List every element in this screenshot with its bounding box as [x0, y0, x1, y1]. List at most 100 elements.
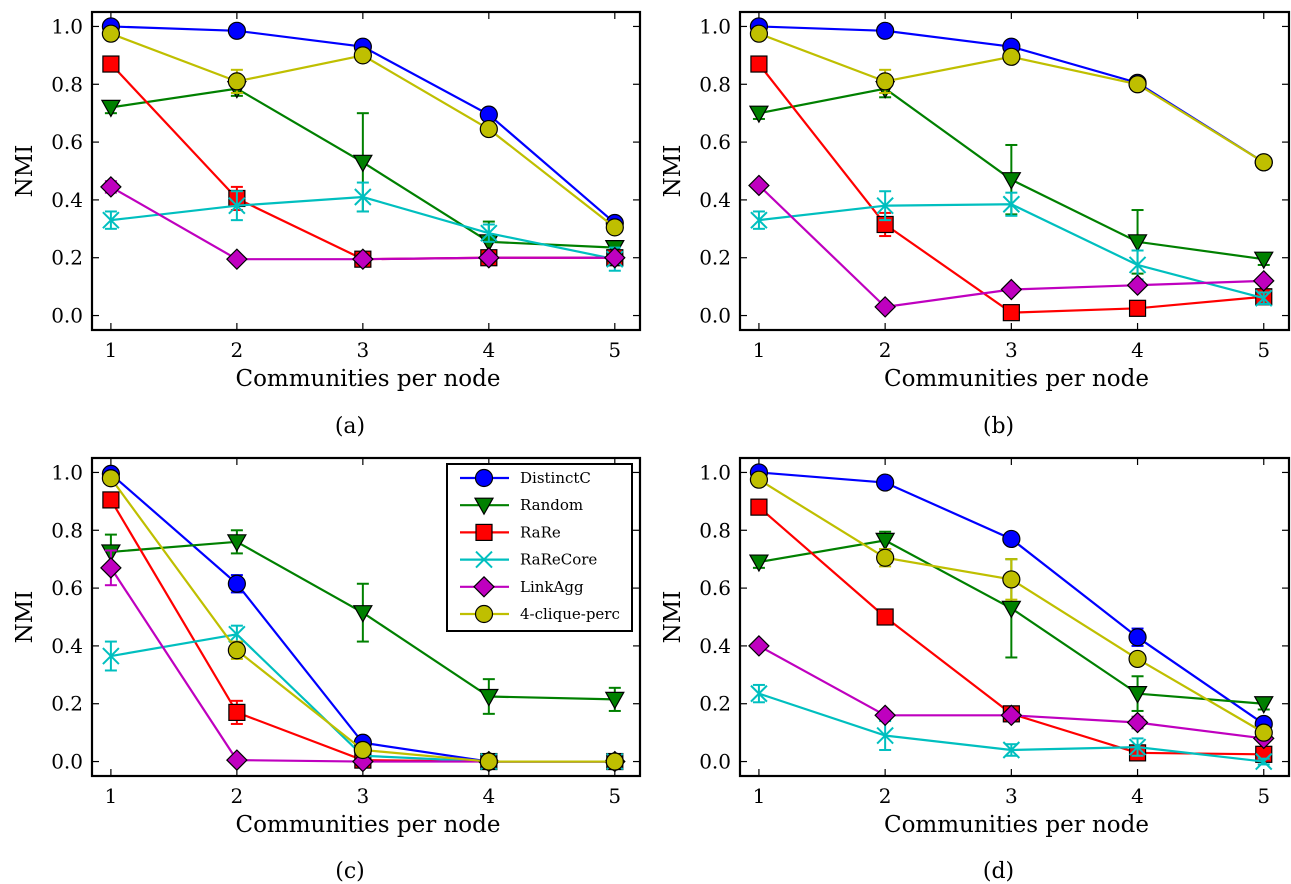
- y-tick-label: 0.2: [51, 692, 83, 716]
- x-tick-label: 5: [1257, 784, 1270, 808]
- data-point: [1255, 752, 1273, 771]
- legend-marker: [474, 468, 494, 488]
- data-point: [1126, 274, 1149, 297]
- data-point: [876, 473, 895, 492]
- series-clique: [101, 469, 624, 771]
- y-axis-label: NMI: [12, 591, 38, 644]
- y-tick-label: 0.6: [51, 576, 83, 600]
- data-point: [1002, 741, 1021, 759]
- data-point: [1253, 696, 1274, 714]
- y-tick-label: 1.0: [51, 460, 83, 484]
- series-rarecore: [750, 683, 1273, 771]
- x-tick-label: 3: [1005, 338, 1018, 362]
- plot-frame: [738, 10, 1291, 332]
- x-tick-label: 2: [231, 338, 244, 362]
- legend-label: Random: [520, 496, 583, 514]
- series-clique: [749, 470, 1273, 742]
- x-tick-label: 1: [105, 784, 118, 808]
- x-tick-label: 3: [356, 338, 369, 362]
- series-linkagg: [748, 174, 1275, 318]
- data-point: [227, 574, 246, 593]
- data-point: [478, 688, 499, 707]
- x-tick-label: 2: [879, 784, 892, 808]
- data-point: [102, 491, 120, 509]
- data-point: [1127, 686, 1148, 704]
- data-point: [102, 211, 120, 229]
- data-point: [352, 154, 373, 173]
- plot-frame: [90, 456, 642, 778]
- legend-entry-rare: RaRe: [460, 523, 561, 541]
- legend: DistinctC Random RaRe RaReCore LinkAgg 4-cliq…: [446, 463, 633, 632]
- data-point: [100, 99, 121, 118]
- legend-marker: [475, 523, 493, 542]
- y-axis-label: NMI: [660, 591, 686, 644]
- data-point: [227, 641, 246, 660]
- data-point: [102, 55, 120, 73]
- series-random: [748, 78, 1274, 275]
- x-axis-label: Communities per node: [884, 812, 1149, 838]
- legend-label: 4-clique-perc: [520, 605, 620, 623]
- data-point: [1254, 723, 1273, 742]
- x-tick-label: 4: [1131, 338, 1144, 362]
- legend-box: [446, 463, 633, 632]
- data-point: [748, 174, 770, 197]
- series-clique: [749, 24, 1273, 172]
- data-point: [750, 55, 768, 73]
- data-point: [101, 469, 120, 488]
- series-clique: [101, 24, 624, 237]
- y-tick-label: 0.8: [51, 518, 83, 542]
- x-tick-label: 3: [1005, 784, 1018, 808]
- x-tick-label: 1: [753, 784, 766, 808]
- data-point: [1253, 251, 1274, 270]
- data-point: [1128, 628, 1147, 647]
- legend-marker: [475, 550, 493, 569]
- chart-panel-c: 1 2 3 4 5 0.0 0.2 0.4 0.6 0.8 1.0 Communities per n…: [12, 456, 642, 884]
- data-point: [1255, 289, 1273, 307]
- x-tick-label: 5: [1257, 338, 1270, 362]
- x-axis-label: Communities per node: [235, 366, 500, 392]
- data-point: [604, 691, 625, 710]
- data-point: [876, 548, 895, 567]
- y-axis-label: NMI: [12, 145, 38, 198]
- data-point: [1002, 195, 1021, 213]
- data-point: [101, 24, 120, 43]
- y-tick-label: 0.8: [699, 518, 731, 542]
- legend-label: DistinctC: [520, 469, 591, 487]
- data-point: [748, 635, 770, 657]
- data-point: [226, 248, 248, 271]
- data-point: [353, 46, 372, 65]
- data-point: [1126, 711, 1149, 734]
- x-tick-label: 1: [753, 338, 766, 362]
- y-tick-label: 0.4: [51, 634, 83, 658]
- data-point: [1127, 234, 1148, 253]
- y-tick-label: 0.2: [699, 692, 731, 716]
- data-point: [748, 105, 769, 124]
- data-point: [749, 470, 769, 489]
- data-point: [750, 684, 768, 703]
- legend-marker: [474, 604, 494, 624]
- series-rarecore: [102, 181, 624, 272]
- legend-marker: [473, 497, 495, 516]
- data-point: [226, 749, 248, 771]
- data-point: [876, 196, 894, 215]
- x-tick-label: 4: [482, 338, 495, 362]
- x-tick-label: 3: [356, 784, 369, 808]
- data-point: [228, 703, 246, 722]
- data-point: [874, 296, 896, 318]
- x-tick-label: 1: [105, 338, 118, 362]
- series-random: [100, 80, 625, 264]
- data-point: [749, 24, 769, 43]
- data-point: [1128, 256, 1147, 274]
- y-tick-label: 0.0: [51, 750, 83, 774]
- y-tick-label: 1.0: [699, 460, 731, 484]
- panel-caption: (a): [335, 414, 365, 439]
- legend-label: RaReCore: [520, 551, 597, 569]
- series-linkagg: [100, 176, 626, 271]
- chart-panel-d: 1 2 3 4 5 0.0 0.2 0.4 0.6 0.8 1.0 Communities per n…: [660, 456, 1291, 884]
- y-tick-label: 0.0: [51, 304, 83, 328]
- data-point: [748, 554, 769, 573]
- data-point: [876, 726, 894, 745]
- y-tick-label: 0.2: [51, 246, 83, 270]
- y-tick-label: 0.6: [699, 576, 731, 600]
